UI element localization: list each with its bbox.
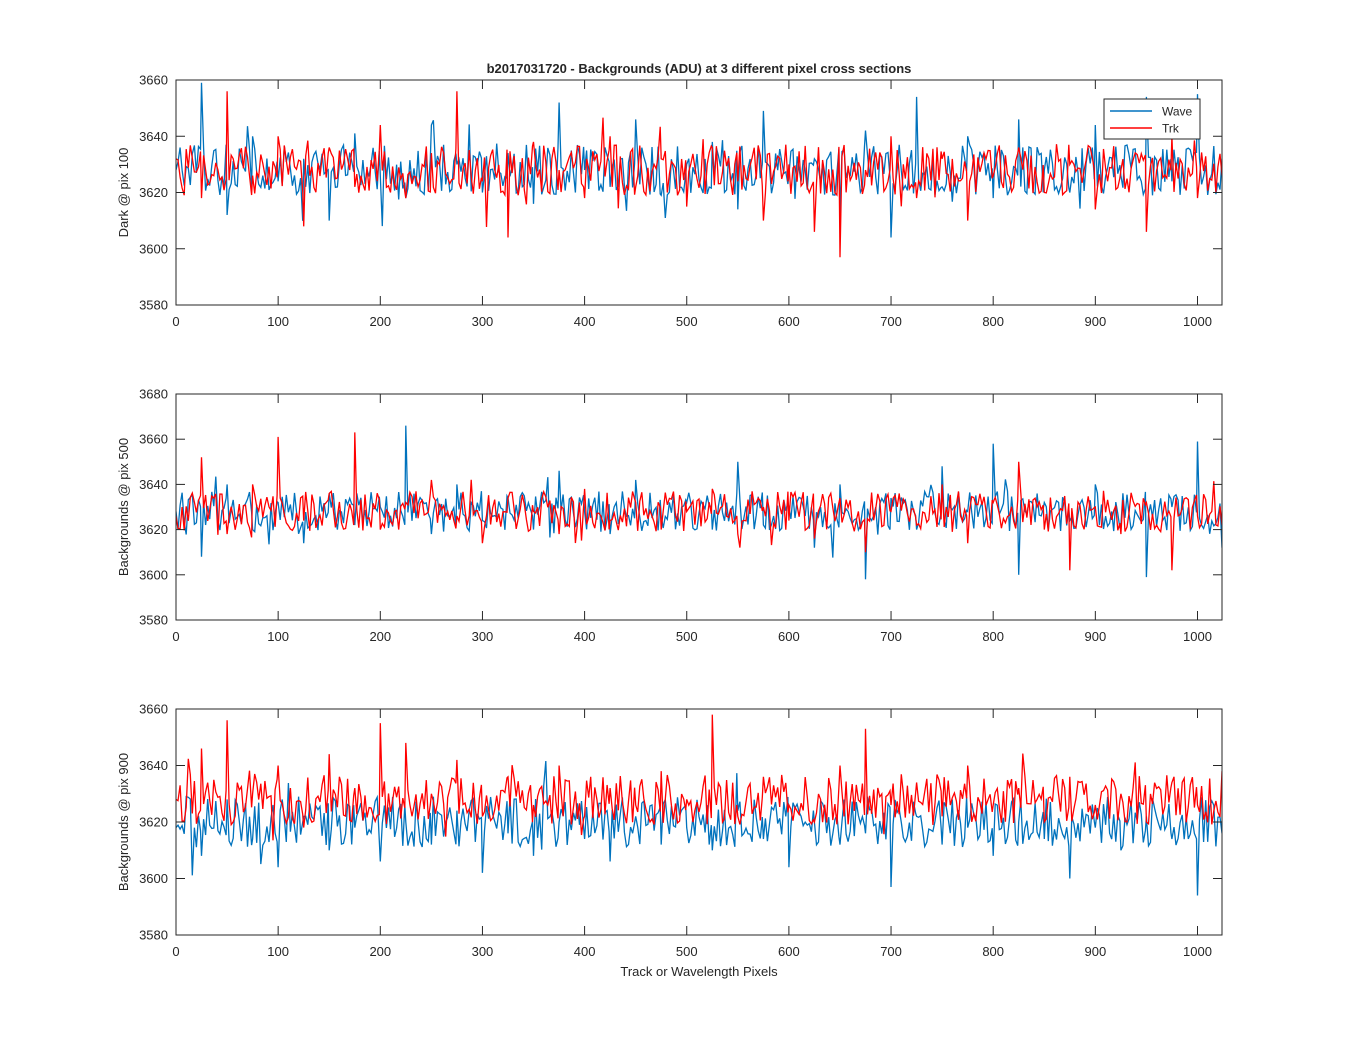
x-tick-label: 800 [982,629,1004,644]
y-tick-label: 3640 [139,129,168,144]
x-tick-label: 500 [676,629,698,644]
y-tick-label: 3640 [139,758,168,773]
x-tick-label: 300 [472,314,494,329]
y-tick-label: 3600 [139,567,168,582]
y-tick-label: 3640 [139,477,168,492]
x-tick-label: 400 [574,314,596,329]
x-tick-label: 1000 [1183,314,1212,329]
x-tick-label: 100 [267,314,289,329]
x-tick-label: 500 [676,314,698,329]
legend-label-wave: Wave [1162,105,1193,119]
axes-frame [175,393,1223,621]
x-tick-label: 800 [982,944,1004,959]
y-tick-label: 3660 [139,432,168,447]
x-tick-label: 900 [1084,314,1106,329]
x-tick-label: 700 [880,629,902,644]
y-tick-label: 3660 [139,702,168,717]
x-tick-label: 0 [172,314,179,329]
x-tick-label: 200 [369,944,391,959]
x-tick-label: 400 [574,944,596,959]
subplot-1: 0 100 200 300 400 500 600 700 800 900 1000 3580 3600… [116,73,1223,329]
x-tick-label: 300 [472,944,494,959]
x-tick-label: 900 [1084,944,1106,959]
y-tick-label: 3600 [139,871,168,886]
y-tick-label: 3620 [139,815,168,830]
x-tick-label: 400 [574,629,596,644]
x-tick-label: 0 [172,629,179,644]
y-axis-label: Dark @ pix 100 [116,148,131,238]
x-tick-label: 600 [778,629,800,644]
y-tick-label: 3580 [139,298,168,313]
x-tick-label: 500 [676,944,698,959]
y-tick-label: 3620 [139,185,168,200]
x-tick-label: 800 [982,314,1004,329]
series-line-trk [176,91,1222,258]
x-tick-label: 600 [778,314,800,329]
x-tick-label: 300 [472,629,494,644]
y-tick-label: 3600 [139,241,168,256]
series-line-trk [176,714,1222,841]
y-axis-label: Backgrounds @ pix 900 [116,753,131,891]
x-tick-label: 700 [880,314,902,329]
x-tick-label: 0 [172,944,179,959]
x-tick-label: 600 [778,944,800,959]
x-axis-label: Track or Wavelength Pixels [620,964,778,979]
legend-label-trk: Trk [1162,122,1180,136]
y-tick-label: 3680 [139,387,168,402]
legend[interactable]: Wave Trk [1103,98,1201,140]
y-tick-label: 3580 [139,613,168,628]
legend-box [1103,98,1201,140]
y-tick-label: 3580 [139,928,168,943]
subplot-3: 0 100 200 300 400 500 600 700 800 900 1000 3580 3600… [116,702,1223,959]
x-tick-label: 200 [369,629,391,644]
figure-title: b2017031720 - Backgrounds (ADU) at 3 dif… [487,61,912,76]
x-tick-label: 100 [267,629,289,644]
x-tick-label: 900 [1084,629,1106,644]
y-axis-label: Backgrounds @ pix 500 [116,438,131,576]
series-line-trk [176,432,1222,571]
subplot-2: 0 100 200 300 400 500 600 700 800 900 1000 3580 3600… [116,387,1223,644]
x-tick-label: 100 [267,944,289,959]
x-tick-label: 1000 [1183,944,1212,959]
y-tick-label: 3660 [139,73,168,88]
x-tick-label: 700 [880,944,902,959]
y-tick-label: 3620 [139,522,168,537]
x-tick-label: 200 [369,314,391,329]
subplots: 0 100 200 300 400 500 600 700 800 900 100035803600… [116,73,1223,959]
x-tick-label: 1000 [1183,629,1212,644]
